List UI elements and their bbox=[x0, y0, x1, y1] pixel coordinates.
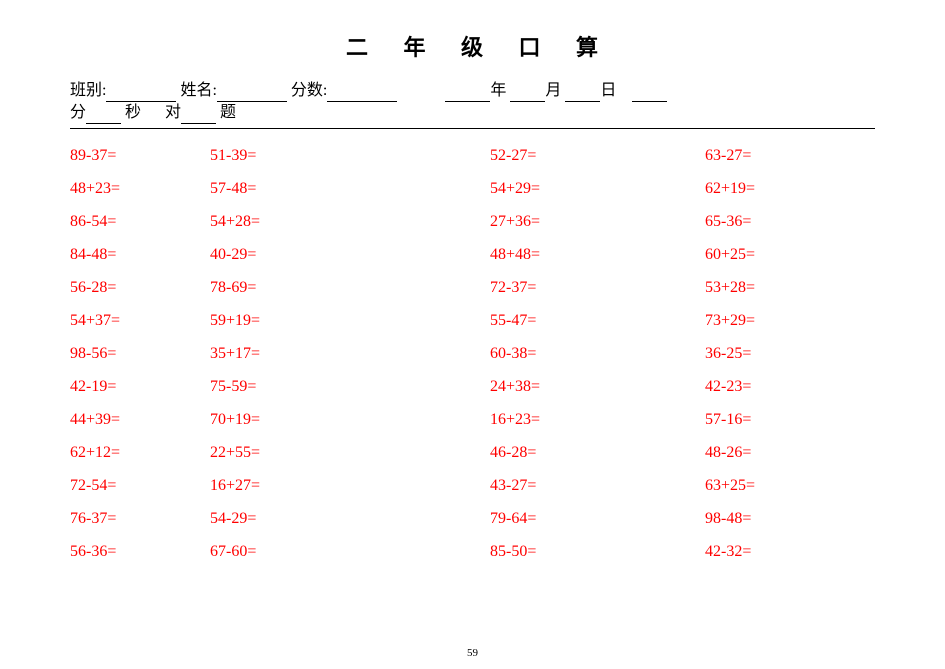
title-char: 口 bbox=[519, 35, 542, 60]
problem-cell: 42-23= bbox=[705, 378, 875, 396]
problem-cell: 60-38= bbox=[490, 345, 705, 363]
problem-cell: 48+48= bbox=[490, 246, 705, 264]
problem-cell: 75-59= bbox=[210, 378, 490, 396]
problem-cell: 86-54= bbox=[70, 213, 210, 231]
year-blank bbox=[445, 85, 490, 102]
page-title: 二 年 级 口 算 bbox=[70, 30, 875, 62]
problem-cell: 57-16= bbox=[705, 411, 875, 429]
problem-cell: 54+28= bbox=[210, 213, 490, 231]
problem-cell: 40-29= bbox=[210, 246, 490, 264]
name-blank bbox=[217, 85, 287, 102]
correct-label: 对 bbox=[165, 104, 181, 121]
problem-cell: 54+37= bbox=[70, 312, 210, 330]
table-row: 89-37=51-39=52-27=63-27= bbox=[70, 139, 875, 172]
problem-cell: 52-27= bbox=[490, 147, 705, 165]
table-row: 98-56=35+17=60-38=36-25= bbox=[70, 337, 875, 370]
problem-cell: 73+29= bbox=[705, 312, 875, 330]
problem-cell: 98-48= bbox=[705, 510, 875, 528]
problem-cell: 43-27= bbox=[490, 477, 705, 495]
title-char: 算 bbox=[576, 35, 599, 60]
problem-cell: 51-39= bbox=[210, 147, 490, 165]
second-label: 秒 bbox=[125, 104, 141, 121]
table-row: 48+23=57-48=54+29=62+19= bbox=[70, 172, 875, 205]
problem-cell: 54-29= bbox=[210, 510, 490, 528]
problem-cell: 98-56= bbox=[70, 345, 210, 363]
table-row: 76-37=54-29=79-64=98-48= bbox=[70, 502, 875, 535]
table-row: 86-54=54+28=27+36=65-36= bbox=[70, 205, 875, 238]
extra-blank bbox=[632, 85, 667, 102]
problem-cell: 62+19= bbox=[705, 180, 875, 198]
problem-cell: 36-25= bbox=[705, 345, 875, 363]
problem-cell: 16+23= bbox=[490, 411, 705, 429]
problem-cell: 79-64= bbox=[490, 510, 705, 528]
table-row: 54+37=59+19=55-47=73+29= bbox=[70, 304, 875, 337]
problem-cell: 35+17= bbox=[210, 345, 490, 363]
problem-cell: 56-36= bbox=[70, 543, 210, 561]
problem-cell: 76-37= bbox=[70, 510, 210, 528]
table-row: 44+39=70+19=16+23=57-16= bbox=[70, 403, 875, 436]
problem-cell: 54+29= bbox=[490, 180, 705, 198]
table-row: 62+12=22+55=46-28=48-26= bbox=[70, 436, 875, 469]
score-blank bbox=[327, 85, 397, 102]
problem-cell: 78-69= bbox=[210, 279, 490, 297]
problems-grid: 89-37=51-39=52-27=63-27=48+23=57-48=54+2… bbox=[70, 139, 875, 568]
month-blank bbox=[510, 85, 545, 102]
problem-cell: 59+19= bbox=[210, 312, 490, 330]
problem-cell: 56-28= bbox=[70, 279, 210, 297]
problem-cell: 24+38= bbox=[490, 378, 705, 396]
problem-cell: 42-19= bbox=[70, 378, 210, 396]
problem-cell: 89-37= bbox=[70, 147, 210, 165]
minute-label: 分 bbox=[70, 104, 86, 121]
title-char: 级 bbox=[461, 35, 484, 60]
month-label: 月 bbox=[545, 82, 561, 99]
correct-blank bbox=[181, 107, 216, 124]
problem-cell: 63+25= bbox=[705, 477, 875, 495]
table-row: 84-48=40-29=48+48=60+25= bbox=[70, 238, 875, 271]
class-blank bbox=[106, 85, 176, 102]
problem-cell: 63-27= bbox=[705, 147, 875, 165]
problem-cell: 53+28= bbox=[705, 279, 875, 297]
problem-cell: 46-28= bbox=[490, 444, 705, 462]
problem-cell: 72-54= bbox=[70, 477, 210, 495]
table-row: 72-54=16+27=43-27=63+25= bbox=[70, 469, 875, 502]
table-row: 56-36=67-60=85-50=42-32= bbox=[70, 535, 875, 568]
problem-cell: 72-37= bbox=[490, 279, 705, 297]
problem-cell: 44+39= bbox=[70, 411, 210, 429]
problem-cell: 67-60= bbox=[210, 543, 490, 561]
table-row: 56-28=78-69=72-37=53+28= bbox=[70, 271, 875, 304]
problem-cell: 85-50= bbox=[490, 543, 705, 561]
problem-cell: 48-26= bbox=[705, 444, 875, 462]
day-label: 日 bbox=[600, 82, 616, 99]
problem-cell: 57-48= bbox=[210, 180, 490, 198]
score-label: 分数: bbox=[291, 82, 327, 99]
title-char: 二 bbox=[346, 35, 369, 60]
name-label: 姓名: bbox=[180, 82, 216, 99]
problem-cell: 84-48= bbox=[70, 246, 210, 264]
problem-cell: 42-32= bbox=[705, 543, 875, 561]
year-label: 年 bbox=[490, 82, 506, 99]
problem-cell: 70+19= bbox=[210, 411, 490, 429]
day-blank bbox=[565, 85, 600, 102]
minute-blank bbox=[86, 107, 121, 124]
table-row: 42-19=75-59=24+38=42-23= bbox=[70, 370, 875, 403]
page-number: 59 bbox=[0, 647, 945, 659]
problem-cell: 55-47= bbox=[490, 312, 705, 330]
problem-cell: 48+23= bbox=[70, 180, 210, 198]
title-char: 年 bbox=[403, 35, 426, 60]
class-label: 班别: bbox=[70, 82, 106, 99]
problem-cell: 62+12= bbox=[70, 444, 210, 462]
problem-cell: 27+36= bbox=[490, 213, 705, 231]
problem-cell: 65-36= bbox=[705, 213, 875, 231]
problem-cell: 60+25= bbox=[705, 246, 875, 264]
problem-cell: 22+55= bbox=[210, 444, 490, 462]
problem-cell: 16+27= bbox=[210, 477, 490, 495]
worksheet-page: 二 年 级 口 算 班别: 姓名: 分数: 年 月 日 分 秒 对 题 89-3… bbox=[0, 0, 945, 669]
ti-label: 题 bbox=[220, 104, 236, 121]
meta-block: 班别: 姓名: 分数: 年 月 日 分 秒 对 题 bbox=[70, 80, 875, 129]
